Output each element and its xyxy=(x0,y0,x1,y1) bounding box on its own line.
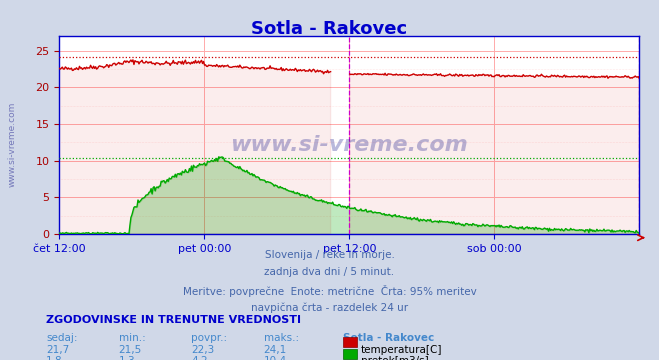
Text: 24,1: 24,1 xyxy=(264,345,287,355)
Text: sedaj:: sedaj: xyxy=(46,333,78,343)
Text: povpr.:: povpr.: xyxy=(191,333,227,343)
Text: min.:: min.: xyxy=(119,333,146,343)
Text: Meritve: povprečne  Enote: metrične  Črta: 95% meritev: Meritve: povprečne Enote: metrične Črta:… xyxy=(183,285,476,297)
Text: ZGODOVINSKE IN TRENUTNE VREDNOSTI: ZGODOVINSKE IN TRENUTNE VREDNOSTI xyxy=(46,315,301,325)
Text: www.si-vreme.com: www.si-vreme.com xyxy=(231,135,468,155)
Text: www.si-vreme.com: www.si-vreme.com xyxy=(8,101,17,187)
Text: temperatura[C]: temperatura[C] xyxy=(361,345,443,355)
Text: 21,5: 21,5 xyxy=(119,345,142,355)
Text: 1,3: 1,3 xyxy=(119,356,135,360)
Text: zadnja dva dni / 5 minut.: zadnja dva dni / 5 minut. xyxy=(264,267,395,278)
Text: 21,7: 21,7 xyxy=(46,345,69,355)
Text: Sotla - Rakovec: Sotla - Rakovec xyxy=(343,333,434,343)
Text: maks.:: maks.: xyxy=(264,333,299,343)
Text: Sotla - Rakovec: Sotla - Rakovec xyxy=(252,20,407,38)
Text: 22,3: 22,3 xyxy=(191,345,214,355)
Text: navpična črta - razdelek 24 ur: navpična črta - razdelek 24 ur xyxy=(251,302,408,312)
Text: 10,4: 10,4 xyxy=(264,356,287,360)
Text: pretok[m3/s]: pretok[m3/s] xyxy=(361,356,429,360)
Text: 4,2: 4,2 xyxy=(191,356,208,360)
Text: 1,8: 1,8 xyxy=(46,356,63,360)
Text: Slovenija / reke in morje.: Slovenija / reke in morje. xyxy=(264,250,395,260)
